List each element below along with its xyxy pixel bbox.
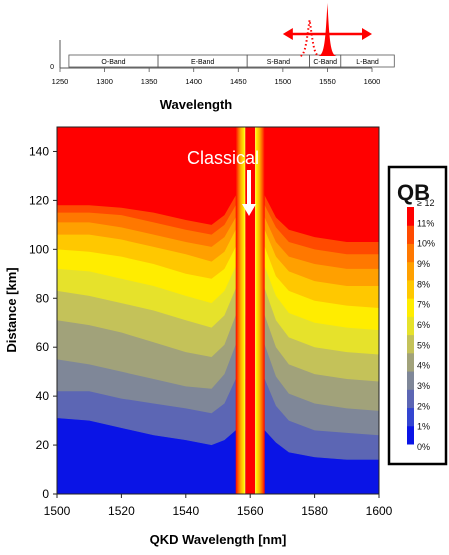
colorbar-label: 0% bbox=[417, 442, 430, 452]
colorbar-swatch bbox=[407, 261, 414, 281]
colorbar-swatch bbox=[407, 334, 414, 354]
colorbar-label: 3% bbox=[417, 381, 430, 391]
heatmap-contours bbox=[57, 127, 379, 494]
classical-band-center bbox=[245, 127, 256, 494]
spectrum-x-tick-label: 1350 bbox=[141, 77, 158, 86]
colorbar-swatch bbox=[407, 243, 414, 263]
colorbar-label: 1% bbox=[417, 422, 430, 432]
heatmap-x-tick-label: 1600 bbox=[366, 504, 393, 518]
heatmap-y-ticks: 0 20 40 60 80 100 120 140 bbox=[29, 144, 57, 501]
heatmap-x-tick-label: 1560 bbox=[237, 504, 264, 518]
colorbar-swatches bbox=[407, 207, 414, 445]
colorbar-swatch bbox=[407, 279, 414, 299]
spectrum-x-ticks: 1250 1300 1350 1400 1450 1500 1550 1600 bbox=[52, 68, 381, 86]
heatmap-y-tick-label: 120 bbox=[29, 193, 49, 207]
heatmap-x-tick-label: 1580 bbox=[301, 504, 328, 518]
colorbar-label: ≥ 12 bbox=[417, 198, 434, 208]
heatmap-y-tick-label: 0 bbox=[42, 487, 49, 501]
colorbar-label: 10% bbox=[417, 239, 435, 249]
heatmap-y-tick-label: 40 bbox=[36, 389, 50, 403]
spectrum-x-tick-label: 1300 bbox=[96, 77, 113, 86]
band-label: O-Band bbox=[101, 59, 125, 66]
heatmap-y-tick-label: 140 bbox=[29, 144, 49, 158]
heatmap-y-tick-label: 80 bbox=[36, 291, 50, 305]
classical-peak bbox=[318, 3, 337, 56]
colorbar-swatch bbox=[407, 225, 414, 244]
band-label: L-Band bbox=[356, 59, 379, 66]
classical-band-right bbox=[255, 127, 265, 494]
spectrum-x-tick-label: 1550 bbox=[319, 77, 336, 86]
qkd-range-arrow-left bbox=[282, 28, 293, 40]
colorbar-label: 8% bbox=[417, 279, 430, 289]
qkd-dotted-peak bbox=[300, 19, 320, 57]
classical-arrow bbox=[242, 170, 256, 216]
band-label: E-Band bbox=[191, 59, 214, 66]
colorbar-swatch bbox=[407, 352, 414, 372]
colorbar-swatch bbox=[407, 207, 414, 226]
heatmap-x-tick-label: 1520 bbox=[108, 504, 135, 518]
colorbar: QB ≥ 12 11% 10% 9% 8% 7% 6% 5% 4% 3% 2% 1% 0% bbox=[387, 165, 448, 466]
colorbar-swatch bbox=[407, 316, 414, 336]
colorbar-swatch bbox=[407, 371, 414, 390]
classical-annotation: Classical bbox=[187, 148, 259, 168]
colorbar-frame bbox=[387, 165, 448, 466]
classical-channel-band bbox=[235, 127, 265, 494]
colorbar-label: 11% bbox=[417, 218, 434, 228]
classical-band-left bbox=[235, 127, 246, 494]
spectrum-peaks bbox=[282, 3, 372, 57]
heatmap-y-tick-label: 20 bbox=[36, 438, 50, 452]
heatmap-y-tick-label: 100 bbox=[29, 242, 49, 256]
band-label: C-Band bbox=[313, 59, 337, 66]
heatmap-y-label: Distance [km] bbox=[4, 267, 19, 352]
spectrum-bands: O-Band E-Band S-Band C-Band L-Band bbox=[68, 54, 395, 68]
colorbar-label: 4% bbox=[417, 361, 430, 371]
colorbar-label: 7% bbox=[417, 300, 430, 310]
colorbar-label: 2% bbox=[417, 401, 430, 411]
colorbar-label: 5% bbox=[417, 340, 430, 350]
spectrum-x-tick-label: 1500 bbox=[275, 77, 292, 86]
colorbar-swatch bbox=[407, 407, 414, 427]
spectrum-x-label: Wavelength bbox=[160, 97, 233, 112]
colorbar-swatch bbox=[407, 298, 414, 317]
spectrum-x-tick-label: 1600 bbox=[364, 77, 381, 86]
heatmap-x-tick-label: 1540 bbox=[172, 504, 199, 518]
heatmap-x-tick-label: 1500 bbox=[44, 504, 71, 518]
colorbar-label: 6% bbox=[417, 320, 430, 330]
colorbar-labels: ≥ 12 11% 10% 9% 8% 7% 6% 5% 4% 3% 2% 1% 0% bbox=[417, 198, 435, 452]
heatmap-x-ticks: 1500 1520 1540 1560 1580 1600 bbox=[44, 494, 393, 518]
colorbar-swatch bbox=[407, 425, 414, 445]
heatmap-y-tick-label: 60 bbox=[36, 340, 50, 354]
spectrum-y-tick-label: 0 bbox=[50, 64, 54, 71]
band-label: S-Band bbox=[267, 59, 290, 66]
colorbar-swatch bbox=[407, 389, 414, 409]
spectrum-panel: 0 O-Band E-Band S-Band C-Band L-Band 1250 130… bbox=[50, 3, 395, 112]
plot-frame bbox=[56, 126, 380, 495]
heatmap-x-label: QKD Wavelength [nm] bbox=[150, 532, 287, 547]
colorbar-label: 9% bbox=[417, 259, 430, 269]
spectrum-x-tick-label: 1450 bbox=[230, 77, 247, 86]
contour-region-lowest bbox=[57, 418, 379, 494]
qkd-range-arrow-right bbox=[362, 28, 372, 40]
colorbar-title: QB bbox=[397, 180, 430, 205]
band-box bbox=[340, 54, 395, 68]
heatmap-panel: 1500 1520 1540 1560 1580 1600 0 20 40 60 80 100 120… bbox=[4, 126, 393, 547]
spectrum-x-tick-label: 1400 bbox=[185, 77, 202, 86]
spectrum-x-tick-label: 1250 bbox=[52, 77, 69, 86]
